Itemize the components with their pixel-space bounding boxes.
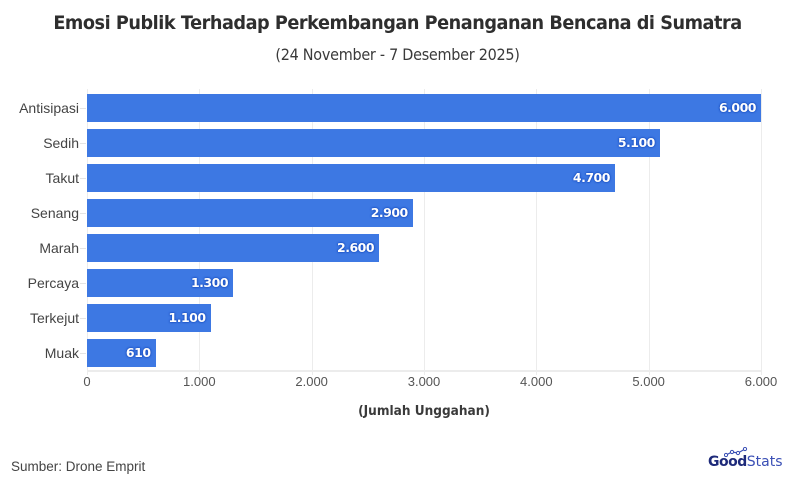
- bar-terkejut: 1.100: [87, 304, 211, 332]
- bar-senang: 2.900: [87, 199, 413, 227]
- bar-value-label: 6.000: [718, 100, 757, 115]
- trend-line-icon: [724, 447, 748, 457]
- y-tick-mark: [80, 353, 86, 354]
- gridline: [199, 89, 201, 375]
- bar-value-label: 5.100: [617, 135, 656, 150]
- x-tick-label: 6.000: [744, 374, 778, 389]
- gridline: [311, 89, 313, 375]
- bar-value-label: 1.100: [168, 310, 207, 325]
- gridline: [536, 89, 538, 375]
- logo-text-stats: Stats: [746, 454, 783, 470]
- gridline: [87, 89, 88, 375]
- x-tick-label: 0: [83, 374, 91, 389]
- x-tick-label: 3.000: [407, 374, 441, 389]
- gridline: [761, 89, 762, 375]
- y-tick-mark: [80, 248, 86, 249]
- logo-text-good: Good: [708, 454, 747, 470]
- category-label: Senang: [30, 205, 79, 221]
- source-note: Sumber: Drone Emprit: [11, 459, 146, 474]
- x-tick-label: 4.000: [520, 374, 553, 389]
- y-tick-mark: [80, 283, 86, 284]
- y-tick-mark: [80, 318, 86, 319]
- category-label: Muak: [44, 345, 79, 361]
- x-tick-label: 2.000: [295, 374, 328, 389]
- bar-takut: 4.700: [87, 164, 615, 192]
- y-tick-mark: [80, 213, 86, 214]
- x-tick-label: 1.000: [183, 374, 216, 389]
- gridline: [648, 89, 650, 375]
- category-label: Percaya: [27, 275, 79, 291]
- bar-value-label: 610: [125, 345, 151, 360]
- goodstats-logo: GoodStats: [708, 447, 783, 472]
- plot-area: 6.000 5.100 4.700 2.900 2.600 1.300 1.100 610: [87, 89, 762, 375]
- x-tick-label: 5.000: [632, 374, 665, 389]
- chart-subtitle: (24 November - 7 Desember 2025): [275, 45, 520, 64]
- category-label: Terkejut: [29, 310, 79, 326]
- category-label: Antisipasi: [19, 100, 79, 116]
- bar-muak: 610: [87, 339, 156, 367]
- y-tick-mark: [80, 108, 86, 109]
- bar-value-label: 2.900: [370, 205, 409, 220]
- x-axis-label: (Jumlah Unggahan): [358, 403, 490, 419]
- bar-value-label: 4.700: [572, 170, 611, 185]
- category-label: Takut: [45, 170, 79, 186]
- bar-sedih: 5.100: [87, 129, 660, 157]
- chart-title: Emosi Publik Terhadap Perkembangan Penan…: [53, 12, 742, 34]
- category-label: Sedih: [43, 135, 79, 151]
- bar-value-label: 2.600: [337, 240, 375, 255]
- x-axis-line: [87, 370, 762, 372]
- bar-value-label: 1.300: [190, 275, 229, 290]
- bar-percaya: 1.300: [87, 269, 234, 297]
- bar-antisipasi: 6.000: [87, 94, 761, 122]
- y-tick-mark: [80, 178, 86, 179]
- bar-marah: 2.600: [87, 234, 380, 262]
- y-tick-mark: [80, 143, 86, 144]
- category-label: Marah: [39, 240, 79, 256]
- gridline: [424, 89, 425, 375]
